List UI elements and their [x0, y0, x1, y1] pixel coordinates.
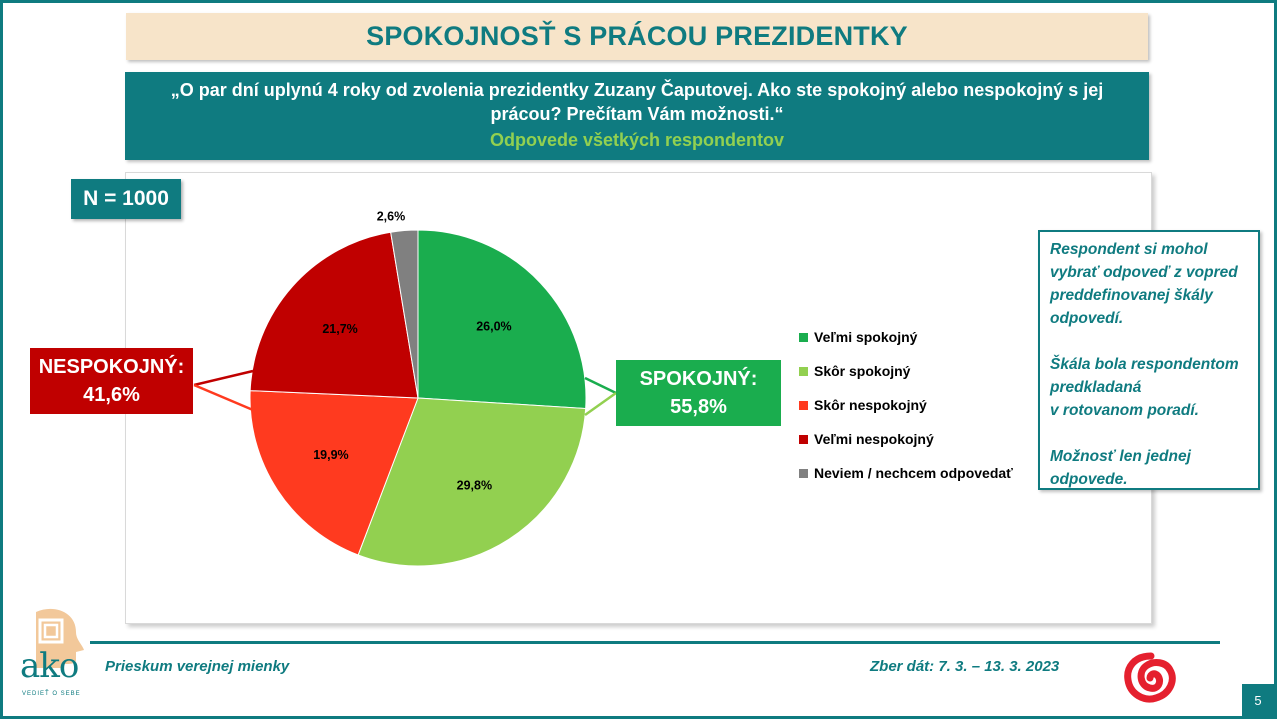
footer-survey-name: Prieskum verejnej mienky: [105, 658, 290, 675]
pie-data-label-4: 21,7%: [322, 322, 357, 336]
positive-callout-label: SPOKOJNÝ:: [639, 368, 758, 390]
ako-logo-tagline: VEDIEŤ O SEBE: [22, 691, 81, 697]
methodology-note: Respondent si mohol vybrať odpoveď z vop…: [1038, 230, 1260, 490]
legend-swatch: [799, 366, 808, 376]
legend-swatch: [799, 468, 808, 478]
pie-data-label-5: 2,6%: [377, 210, 406, 224]
negative-callout-label: NESPOKOJNÝ:: [38, 356, 185, 378]
legend-item-5: Neviem / nechcem odpovedať: [799, 456, 1013, 490]
note-paragraph-2: Škála bola respondentom predkladaná v ro…: [1050, 356, 1239, 419]
sample-size-badge: N = 1000: [71, 179, 181, 219]
legend-swatch: [799, 434, 808, 444]
positive-callout-value: 55,8%: [670, 396, 727, 418]
question-subtitle: Odpovede všetkých respondentov: [489, 130, 785, 150]
pie-slice-2: [357, 397, 587, 567]
ako-logo-text: ako: [20, 646, 79, 686]
question-text: „O par dní uplynú 4 roky od zvolenia pre…: [170, 80, 1104, 124]
pie-data-label-2: 29,8%: [457, 479, 492, 493]
footer-divider: [90, 641, 1220, 644]
pie-slice-3: [249, 390, 419, 556]
negative-callout: NESPOKOJNÝ: 41,6%: [30, 348, 193, 414]
pie-slice-1: [417, 229, 587, 410]
legend-item-3: Skôr nespokojný: [799, 388, 1013, 422]
positive-connector-bottom: [584, 391, 617, 417]
negative-connector-top: [193, 369, 254, 387]
pie-slice-5: [390, 229, 419, 399]
legend-swatch: [799, 400, 808, 410]
negative-connector-bottom: [193, 383, 254, 412]
positive-connector-top: [584, 376, 617, 395]
pie-data-label-1: 26,0%: [476, 320, 511, 334]
question-box: „O par dní uplynú 4 roky od zvolenia pre…: [125, 72, 1149, 160]
chart-legend: Veľmi spokojný Skôr spokojný Skôr nespokoj…: [799, 320, 1013, 490]
legend-item-1: Veľmi spokojný: [799, 320, 1013, 354]
note-paragraph-1: Respondent si mohol vybrať odpoveď z vop…: [1050, 241, 1238, 327]
negative-callout-value: 41,6%: [83, 384, 140, 406]
pie-data-label-3: 19,9%: [313, 448, 348, 462]
legend-label: Veľmi spokojný: [814, 329, 918, 345]
page-number: 5: [1242, 684, 1274, 716]
legend-item-4: Veľmi nespokojný: [799, 422, 1013, 456]
swirl-logo-icon: [1124, 652, 1176, 703]
ako-logo-icon: [36, 608, 84, 668]
note-paragraph-3: Možnosť len jednej odpovede.: [1050, 448, 1191, 488]
legend-label: Neviem / nechcem odpovedať: [814, 465, 1013, 481]
legend-label: Veľmi nespokojný: [814, 431, 934, 447]
legend-item-2: Skôr spokojný: [799, 354, 1013, 388]
legend-swatch: [799, 332, 808, 342]
footer-collection-date: Zber dát: 7. 3. – 13. 3. 2023: [870, 658, 1060, 675]
slide-title: SPOKOJNOSŤ S PRÁCOU PREZIDENTKY: [126, 13, 1148, 60]
positive-callout: SPOKOJNÝ: 55,8%: [616, 360, 781, 426]
legend-label: Skôr nespokojný: [814, 397, 927, 413]
legend-label: Skôr spokojný: [814, 363, 911, 379]
pie-slice-4: [249, 231, 419, 399]
